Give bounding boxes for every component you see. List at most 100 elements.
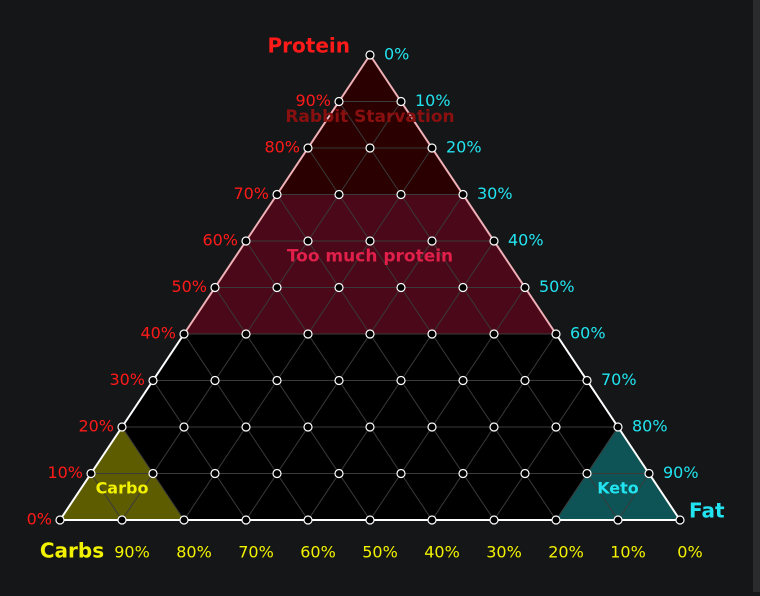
grid-point: [427, 236, 437, 246]
grid-point: [334, 282, 344, 293]
grid-point: [365, 50, 375, 60]
grid-point: [489, 422, 499, 432]
grid-point: [396, 96, 406, 107]
grid-point: [675, 515, 685, 525]
tick-label-carbs: 70%: [238, 543, 274, 562]
tick-label-fat: 70%: [601, 370, 637, 389]
grid-point: [272, 282, 282, 293]
grid-line-fat: [493, 380, 588, 521]
grid-point: [272, 189, 282, 200]
grid-point: [427, 422, 437, 432]
grid-point: [117, 515, 127, 525]
grid-point: [396, 282, 406, 293]
grid-point: [241, 422, 251, 432]
tick-label-protein: 60%: [202, 231, 238, 250]
tick-label-carbs: 20%: [548, 543, 584, 562]
tick-label-protein: 70%: [233, 184, 269, 203]
axis-title-protein: Protein: [268, 34, 350, 58]
tick-label-carbs: 40%: [424, 543, 460, 562]
grid-point: [582, 375, 592, 386]
label-layer: Rabbit Starvation Too much protein Carbo Ke…: [27, 34, 725, 563]
grid-point: [303, 329, 313, 339]
grid-point: [334, 96, 344, 107]
grid-point: [458, 375, 468, 386]
grid-point: [55, 515, 65, 525]
tick-label-fat: 30%: [477, 184, 513, 203]
tick-label-fat: 50%: [539, 277, 575, 296]
region-too-much-protein: [184, 194, 556, 334]
grid-point: [303, 236, 313, 246]
grid-line-carbs: [276, 194, 495, 521]
grid-point: [613, 515, 623, 525]
grid-point: [365, 515, 375, 525]
tick-label-protein: 20%: [78, 417, 114, 436]
tick-label-fat: 80%: [632, 417, 668, 436]
tick-label-protein: 50%: [171, 277, 207, 296]
tick-label-fat: 40%: [508, 231, 544, 250]
grid-point: [241, 515, 251, 525]
grid-point: [241, 236, 251, 246]
tick-label-carbs: 0%: [677, 543, 702, 562]
tick-label-protein: 40%: [140, 324, 176, 343]
grid-point: [582, 468, 592, 479]
tick-label-fat: 0%: [384, 45, 409, 64]
tick-label-protein: 10%: [47, 463, 83, 482]
grid-point: [396, 375, 406, 386]
grid-point: [551, 422, 561, 432]
grid-line-carbs: [338, 101, 619, 521]
grid-point: [396, 189, 406, 200]
grid-line-carbs: [90, 473, 123, 521]
grid-point: [520, 468, 530, 479]
grid-point: [520, 282, 530, 293]
tick-label-fat: 90%: [663, 463, 699, 482]
region-label-rabbit-starvation: Rabbit Starvation: [285, 107, 454, 127]
tick-label-fat: 20%: [446, 138, 482, 157]
grid-point: [210, 282, 220, 293]
grid-point: [613, 422, 623, 432]
grid-point: [551, 329, 561, 339]
grid-point: [272, 375, 282, 386]
tick-label-carbs: 90%: [114, 543, 150, 562]
grid-line-fat: [121, 101, 402, 521]
tick-label-carbs: 10%: [610, 543, 646, 562]
grid-point: [179, 422, 189, 432]
grid-point: [86, 468, 96, 479]
tick-label-carbs: 80%: [176, 543, 212, 562]
tick-label-protein: 30%: [109, 370, 145, 389]
grid-point: [210, 375, 220, 386]
grid-point: [489, 329, 499, 339]
grid-point: [489, 236, 499, 246]
grid-point: [303, 515, 313, 525]
grid-point: [148, 468, 158, 479]
scrollbar[interactable]: [753, 0, 760, 592]
grid-point: [334, 189, 344, 200]
grid-point: [334, 375, 344, 386]
grid-point: [179, 515, 189, 525]
grid-point: [365, 329, 375, 339]
grid-point: [458, 468, 468, 479]
tick-label-protein: 0%: [27, 510, 52, 529]
grid-point: [458, 189, 468, 200]
tick-label-protein: 80%: [264, 138, 300, 157]
grid-point: [427, 143, 437, 153]
grid-point: [365, 143, 375, 153]
grid-point: [396, 468, 406, 479]
grid-point: [210, 468, 220, 479]
grid-point: [179, 329, 189, 339]
grid-point: [272, 468, 282, 479]
grid-line-fat: [617, 473, 650, 521]
region-label-carbo: Carbo: [96, 479, 149, 498]
region-label-keto: Keto: [597, 479, 639, 498]
grid-line-fat: [369, 287, 526, 521]
grid-point: [427, 515, 437, 525]
tick-label-carbs: 50%: [362, 543, 398, 562]
tick-label-protein: 90%: [295, 91, 331, 110]
grid-point: [551, 515, 561, 525]
grid-point: [489, 515, 499, 525]
axis-title-fat: Fat: [689, 499, 725, 523]
axis-title-carbs: Carbs: [40, 539, 104, 563]
grid-point: [365, 422, 375, 432]
tick-label-carbs: 60%: [300, 543, 336, 562]
grid-line-fat: [245, 194, 464, 521]
